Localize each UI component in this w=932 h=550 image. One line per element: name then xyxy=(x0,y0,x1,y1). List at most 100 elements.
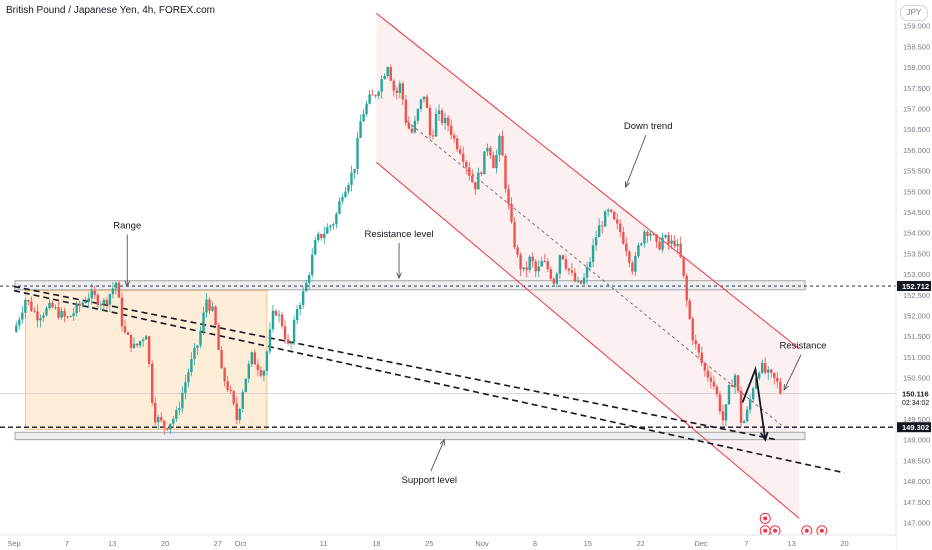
candle xyxy=(172,416,175,428)
candle xyxy=(501,130,504,156)
candle xyxy=(72,308,75,321)
candle xyxy=(440,108,444,126)
candle-body xyxy=(356,137,359,170)
x-tick-label: 13 xyxy=(108,539,116,548)
candle xyxy=(229,385,232,395)
resistance-zone[interactable] xyxy=(14,280,806,291)
candle xyxy=(631,260,634,275)
candle-body xyxy=(292,320,296,343)
candle-body xyxy=(730,385,734,387)
candle xyxy=(706,365,710,382)
annotation-support-level: Support level xyxy=(402,475,457,486)
candle-body xyxy=(93,290,96,295)
candle-body xyxy=(18,319,21,326)
candle xyxy=(779,377,782,395)
candle-body xyxy=(374,95,377,97)
candle xyxy=(359,114,362,139)
candle xyxy=(591,238,595,268)
plot-area[interactable]: Range Resistance level Down trend Resistanc… xyxy=(0,12,896,536)
candle-body xyxy=(751,388,755,400)
candle-body xyxy=(585,267,589,278)
price-axis[interactable]: 159.000 158.500 158.000 157.500 157.000 156.5… xyxy=(895,0,932,550)
candle-body xyxy=(42,315,45,318)
candle-body xyxy=(700,352,704,364)
candle xyxy=(317,231,320,242)
candle xyxy=(410,125,414,135)
y-tick-label: 154.000 xyxy=(903,229,930,238)
candle xyxy=(57,300,60,320)
candle-body xyxy=(87,298,90,302)
candle-body xyxy=(489,147,492,156)
candle-body xyxy=(223,368,226,382)
candle-body xyxy=(259,370,263,376)
candle xyxy=(462,146,465,167)
candle xyxy=(117,280,121,298)
candle xyxy=(613,210,616,221)
candle-body xyxy=(57,307,60,318)
candle-body xyxy=(428,107,432,136)
candle-body xyxy=(555,273,559,284)
candle-body xyxy=(567,268,571,271)
candle xyxy=(175,406,178,423)
candle-body xyxy=(459,149,462,154)
candle xyxy=(126,331,130,336)
candle-body xyxy=(779,381,782,394)
event-marker-icon[interactable] xyxy=(759,525,771,536)
dashed-trendline-1[interactable] xyxy=(13,289,845,474)
projection-path[interactable] xyxy=(741,365,767,440)
candle xyxy=(736,374,740,394)
candle xyxy=(199,326,202,349)
event-marker-icon[interactable] xyxy=(816,525,828,536)
event-marker-icon[interactable] xyxy=(769,525,781,536)
channel-lower-line[interactable] xyxy=(376,161,800,519)
candle xyxy=(211,301,214,312)
time-axis[interactable]: Sep 7 13 20 27 Oct 11 18 25 Nov 8 15 22 Dec 7 13 20 xyxy=(0,534,896,550)
event-marker-icon[interactable] xyxy=(759,512,771,524)
candle-body xyxy=(640,243,643,246)
projection-arrowhead xyxy=(760,431,769,442)
candle xyxy=(66,315,69,319)
candle xyxy=(256,359,260,377)
candle-body xyxy=(404,99,408,123)
channel-upper-line[interactable] xyxy=(376,12,800,350)
candle xyxy=(555,271,559,288)
candle xyxy=(510,197,513,224)
candle-body xyxy=(27,299,30,302)
candle-body xyxy=(51,302,54,308)
candle-body xyxy=(178,408,181,411)
candle-body xyxy=(682,257,685,276)
candle-body xyxy=(691,318,694,341)
candle-body xyxy=(311,254,314,275)
candle xyxy=(120,292,124,332)
candle-body xyxy=(449,125,453,136)
support-zone[interactable] xyxy=(14,431,806,441)
candle-body xyxy=(549,269,553,279)
candle-body xyxy=(205,299,208,313)
current-price-badge: 150.116 02:34:02 xyxy=(897,388,931,407)
candle xyxy=(178,401,181,416)
y-tick-label: 152.500 xyxy=(903,291,930,300)
candle xyxy=(688,298,691,320)
candle-body xyxy=(335,213,338,225)
event-marker-icon[interactable] xyxy=(801,525,813,536)
candle xyxy=(184,375,187,400)
candle xyxy=(214,305,217,327)
candle-body xyxy=(90,290,93,299)
currency-badge[interactable]: JPY xyxy=(900,5,928,21)
candle-body xyxy=(673,240,676,247)
candle xyxy=(223,366,226,387)
candle xyxy=(286,334,290,346)
candle xyxy=(757,371,761,381)
candle xyxy=(220,346,223,369)
candle-body xyxy=(655,234,658,242)
candle xyxy=(413,115,417,134)
candle-body xyxy=(422,96,426,100)
candle xyxy=(658,238,661,251)
candle xyxy=(353,169,356,180)
candle-body xyxy=(45,308,48,316)
resistance-price-badge: 152.712 xyxy=(897,281,931,292)
candle-body xyxy=(552,278,556,284)
candle-body xyxy=(540,261,543,267)
candle-body xyxy=(646,231,649,236)
